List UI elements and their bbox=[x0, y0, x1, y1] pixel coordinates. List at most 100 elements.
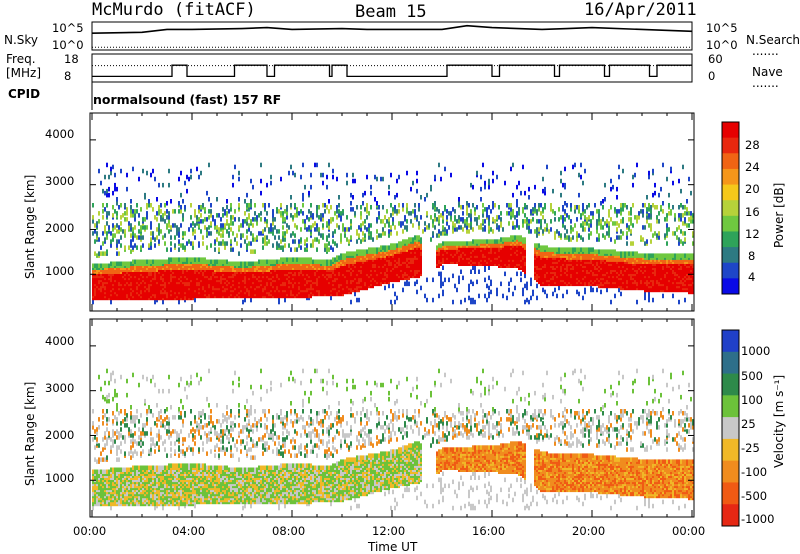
power-cell bbox=[368, 211, 370, 216]
power-cell bbox=[386, 209, 388, 214]
power-cell bbox=[322, 233, 324, 238]
power-cell bbox=[136, 245, 138, 250]
power-cell bbox=[506, 237, 508, 242]
power-cell bbox=[228, 231, 230, 236]
power-cell bbox=[360, 249, 362, 254]
power-cell bbox=[536, 233, 538, 238]
power-cell bbox=[306, 215, 308, 220]
power-cell bbox=[338, 209, 340, 214]
power-cell bbox=[442, 231, 444, 236]
power-cell bbox=[454, 227, 456, 232]
power-cell bbox=[168, 168, 170, 174]
power-cell bbox=[330, 245, 332, 250]
power-cell bbox=[122, 261, 124, 266]
power-cell bbox=[386, 219, 388, 224]
power-cell bbox=[380, 176, 382, 182]
power-cell bbox=[524, 299, 526, 305]
vel-cbar-tick-500: 500 bbox=[741, 369, 763, 383]
power-cell bbox=[526, 297, 528, 303]
power-cell bbox=[206, 190, 208, 196]
power-cell bbox=[402, 239, 404, 244]
power-cell bbox=[384, 245, 386, 250]
power-cell bbox=[208, 162, 210, 168]
power-cell bbox=[474, 217, 476, 222]
power-cell bbox=[490, 209, 492, 214]
power-cell bbox=[346, 251, 348, 256]
power-cell bbox=[238, 170, 240, 176]
power-cell bbox=[164, 233, 166, 238]
power-cell bbox=[394, 291, 396, 297]
power-cell bbox=[270, 174, 272, 180]
power-cell bbox=[434, 174, 436, 180]
power-cell bbox=[106, 211, 108, 216]
power-cell bbox=[534, 229, 536, 234]
power-cell bbox=[312, 223, 314, 228]
power-cell bbox=[220, 217, 222, 222]
power-cell bbox=[230, 261, 232, 266]
power-cell bbox=[442, 219, 444, 224]
power-cell bbox=[470, 269, 472, 274]
power-cell bbox=[526, 217, 528, 222]
power-cell bbox=[202, 219, 204, 224]
power-cell bbox=[166, 215, 168, 220]
power-cell bbox=[116, 261, 118, 266]
power-cell bbox=[138, 221, 140, 226]
power-cell bbox=[300, 174, 302, 180]
power-cell bbox=[284, 231, 286, 236]
power-cell bbox=[182, 213, 184, 218]
power-cell bbox=[136, 203, 138, 208]
power-cell bbox=[294, 257, 296, 262]
power-cell bbox=[502, 293, 504, 299]
power-cell bbox=[114, 182, 116, 188]
power-cell bbox=[526, 281, 528, 287]
power-cell bbox=[458, 275, 460, 281]
power-ytick-1000: 1000 bbox=[45, 264, 75, 278]
power-cell bbox=[220, 259, 222, 264]
power-cell bbox=[108, 192, 110, 198]
power-cell bbox=[186, 174, 188, 180]
power-cell bbox=[208, 197, 210, 202]
power-cell bbox=[130, 209, 132, 214]
power-cell bbox=[466, 205, 468, 210]
power-cell bbox=[256, 215, 258, 220]
power-cell bbox=[126, 261, 128, 266]
power-cell bbox=[384, 215, 386, 220]
noise-left-tick-top: 10^5 bbox=[52, 21, 84, 35]
power-cell bbox=[112, 190, 114, 196]
power-cell bbox=[164, 211, 166, 216]
power-cell bbox=[160, 229, 162, 234]
power-cell bbox=[234, 261, 236, 266]
power-cell bbox=[250, 219, 252, 224]
power-cell bbox=[266, 182, 268, 188]
power-cell bbox=[488, 178, 490, 184]
power-cell bbox=[322, 172, 324, 178]
power-cell bbox=[238, 176, 240, 182]
power-cell bbox=[344, 227, 346, 232]
power-cell bbox=[208, 209, 210, 214]
power-cbar-tick-12: 12 bbox=[745, 227, 760, 241]
power-cell bbox=[340, 233, 342, 238]
power-cell bbox=[408, 237, 410, 242]
power-cell bbox=[488, 215, 490, 220]
power-cell bbox=[256, 235, 258, 240]
power-cell bbox=[274, 225, 276, 230]
power-cell bbox=[466, 229, 468, 234]
power-cell bbox=[192, 245, 194, 250]
power-cell bbox=[458, 219, 460, 224]
power-cell bbox=[466, 241, 468, 246]
power-cell bbox=[370, 247, 372, 252]
power-cell bbox=[454, 283, 456, 289]
power-ytick-4000: 4000 bbox=[45, 127, 75, 141]
power-cell bbox=[344, 253, 346, 258]
power-cell bbox=[108, 174, 110, 180]
power-cell bbox=[104, 237, 106, 242]
power-cell bbox=[160, 259, 162, 264]
power-cell bbox=[172, 209, 174, 214]
power-cell bbox=[296, 257, 298, 262]
power-cell bbox=[486, 207, 488, 212]
power-cell bbox=[130, 199, 132, 204]
power-cell bbox=[108, 225, 110, 230]
power-cell bbox=[118, 251, 120, 256]
power-cell bbox=[146, 170, 148, 176]
power-cell bbox=[202, 235, 204, 240]
